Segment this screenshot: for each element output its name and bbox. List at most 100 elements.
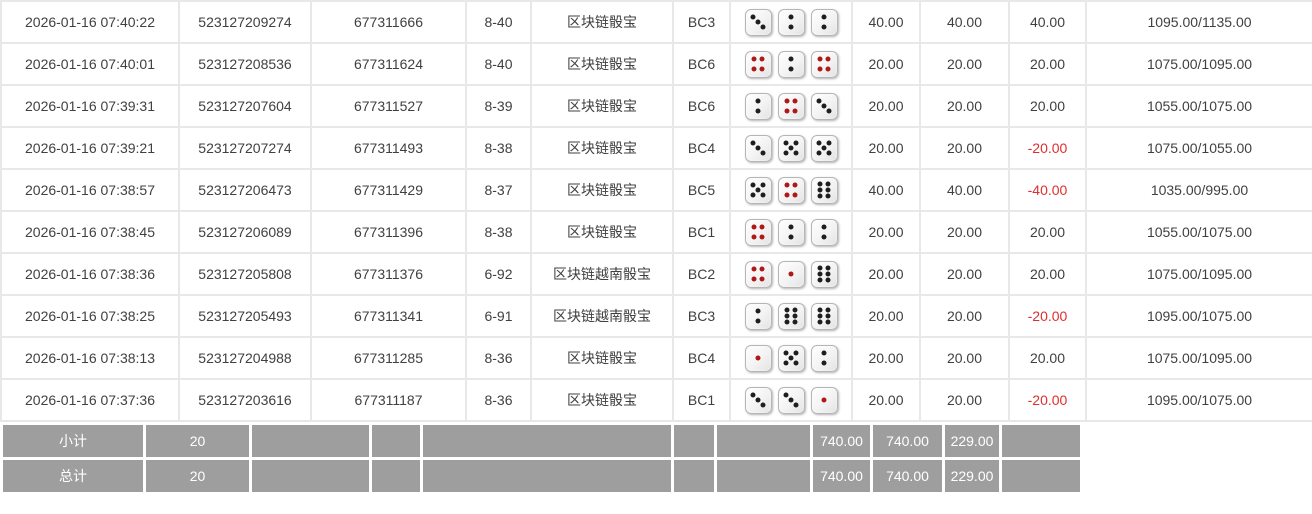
cell-bet-amount[interactable]: 20.00 [851, 126, 921, 170]
subtotal-valid-bet: 740.00 [873, 425, 942, 457]
cell-bet-time: 2026-01-16 07:40:01 [0, 42, 180, 86]
table-row: 2026-01-16 07:40:22 523127209274 6773116… [0, 0, 1312, 44]
die-icon [744, 386, 772, 414]
cell-win-loss: 40.00 [1008, 0, 1087, 44]
cell-valid-bet: 20.00 [919, 294, 1010, 338]
summary-empty-cell [423, 460, 671, 492]
die-icon [744, 344, 772, 372]
cell-bet-time: 2026-01-16 07:38:13 [0, 336, 180, 380]
die-icon [777, 344, 805, 372]
cell-balance: 1095.00/1075.00 [1085, 378, 1312, 422]
cell-table-code: BC1 [672, 378, 731, 422]
table-row: 2026-01-16 07:39:31 523127207604 6773115… [0, 84, 1312, 128]
cell-valid-bet: 40.00 [919, 0, 1010, 44]
cell-bet-amount[interactable]: 20.00 [851, 210, 921, 254]
cell-draw-number: 677311285 [310, 336, 467, 380]
cell-dice-result [729, 42, 853, 86]
die-icon [777, 218, 805, 246]
die-icon [777, 50, 805, 78]
die-icon [777, 176, 805, 204]
cell-balance: 1075.00/1055.00 [1085, 126, 1312, 170]
cell-balance: 1095.00/1075.00 [1085, 294, 1312, 338]
cell-bet-amount[interactable]: 20.00 [851, 294, 921, 338]
cell-valid-bet: 20.00 [919, 252, 1010, 296]
cell-draw-number: 677311396 [310, 210, 467, 254]
summary-empty-cell [674, 460, 714, 492]
cell-game-name: 区块链骰宝 [530, 0, 674, 44]
table-row: 2026-01-16 07:38:13 523127204988 6773112… [0, 336, 1312, 380]
cell-order-number: 523127205808 [178, 252, 312, 296]
cell-draw-number: 677311527 [310, 84, 467, 128]
cell-valid-bet: 20.00 [919, 210, 1010, 254]
cell-win-loss: 20.00 [1008, 210, 1087, 254]
cell-period: 8-40 [465, 0, 532, 44]
die-icon [810, 260, 838, 288]
cell-order-number: 523127205493 [178, 294, 312, 338]
total-win-loss: 229.00 [945, 460, 999, 492]
die-icon [810, 176, 838, 204]
summary-empty-cell [674, 425, 714, 457]
cell-dice-result [729, 336, 853, 380]
cell-game-name: 区块链骰宝 [530, 168, 674, 212]
cell-period: 6-92 [465, 252, 532, 296]
cell-table-code: BC6 [672, 84, 731, 128]
cell-bet-amount[interactable]: 20.00 [851, 252, 921, 296]
summary-empty-cell [1002, 460, 1080, 492]
cell-bet-amount[interactable]: 20.00 [851, 378, 921, 422]
cell-game-name: 区块链骰宝 [530, 42, 674, 86]
summary-empty-cell [1002, 425, 1080, 457]
cell-dice-result [729, 126, 853, 170]
cell-draw-number: 677311493 [310, 126, 467, 170]
cell-order-number: 523127207274 [178, 126, 312, 170]
cell-bet-time: 2026-01-16 07:38:45 [0, 210, 180, 254]
cell-period: 8-37 [465, 168, 532, 212]
die-icon [744, 8, 772, 36]
cell-order-number: 523127207604 [178, 84, 312, 128]
cell-draw-number: 677311187 [310, 378, 467, 422]
cell-balance: 1095.00/1135.00 [1085, 0, 1312, 44]
cell-balance: 1075.00/1095.00 [1085, 336, 1312, 380]
die-icon [744, 92, 772, 120]
cell-table-code: BC4 [672, 126, 731, 170]
cell-bet-amount[interactable]: 20.00 [851, 84, 921, 128]
cell-bet-amount[interactable]: 20.00 [851, 42, 921, 86]
cell-bet-time: 2026-01-16 07:39:31 [0, 84, 180, 128]
cell-bet-amount[interactable]: 40.00 [851, 0, 921, 44]
cell-win-loss: -20.00 [1008, 126, 1087, 170]
summary-empty-cell [252, 425, 369, 457]
summary-empty-cell [372, 425, 420, 457]
cell-table-code: BC6 [672, 42, 731, 86]
cell-bet-amount[interactable]: 20.00 [851, 336, 921, 380]
cell-win-loss: -20.00 [1008, 378, 1087, 422]
table-row: 2026-01-16 07:38:25 523127205493 6773113… [0, 294, 1312, 338]
cell-valid-bet: 20.00 [919, 378, 1010, 422]
cell-game-name: 区块链越南骰宝 [530, 294, 674, 338]
die-icon [777, 8, 805, 36]
cell-bet-time: 2026-01-16 07:40:22 [0, 0, 180, 44]
cell-win-loss: 20.00 [1008, 252, 1087, 296]
cell-order-number: 523127209274 [178, 0, 312, 44]
cell-period: 8-38 [465, 126, 532, 170]
cell-order-number: 523127206473 [178, 168, 312, 212]
cell-balance: 1055.00/1075.00 [1085, 84, 1312, 128]
cell-game-name: 区块链骰宝 [530, 378, 674, 422]
cell-order-number: 523127203616 [178, 378, 312, 422]
cell-bet-time: 2026-01-16 07:37:36 [0, 378, 180, 422]
cell-table-code: BC2 [672, 252, 731, 296]
cell-game-name: 区块链骰宝 [530, 126, 674, 170]
summary-table: 小计 20 740.00 740.00 229.00 总计 20 740.00 … [0, 422, 1083, 495]
cell-valid-bet: 20.00 [919, 84, 1010, 128]
bet-history-table: 2026-01-16 07:40:22 523127209274 6773116… [0, 0, 1312, 422]
subtotal-row: 小计 20 740.00 740.00 229.00 [3, 425, 1080, 457]
die-icon [810, 8, 838, 36]
table-body: 2026-01-16 07:40:22 523127209274 6773116… [0, 0, 1312, 422]
cell-bet-amount[interactable]: 40.00 [851, 168, 921, 212]
cell-dice-result [729, 252, 853, 296]
summary-empty-cell [717, 425, 810, 457]
cell-period: 8-38 [465, 210, 532, 254]
die-icon [744, 302, 772, 330]
table-row: 2026-01-16 07:38:57 523127206473 6773114… [0, 168, 1312, 212]
die-icon [810, 344, 838, 372]
die-icon [744, 50, 772, 78]
cell-balance: 1035.00/995.00 [1085, 168, 1312, 212]
